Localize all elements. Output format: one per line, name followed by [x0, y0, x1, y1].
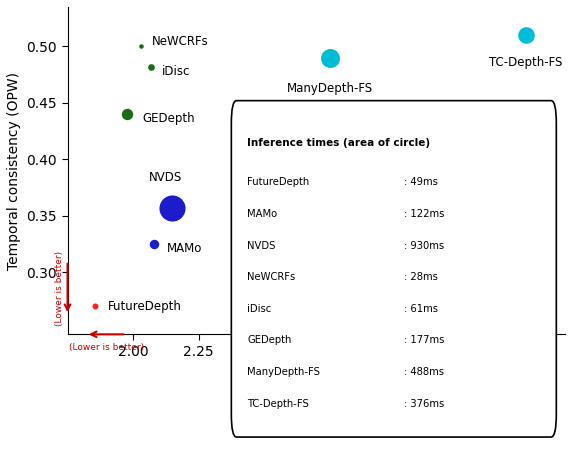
Text: (Lower is better): (Lower is better) [55, 251, 64, 326]
Point [91, 302, 100, 310]
Text: MAMo: MAMo [247, 209, 277, 219]
Text: : 930ms: : 930ms [404, 241, 444, 251]
Text: : 488ms: : 488ms [404, 367, 444, 377]
X-axis label: Depth error (RMSE): Depth error (RMSE) [249, 364, 384, 378]
Text: : 28ms: : 28ms [404, 272, 438, 282]
Point [168, 204, 177, 212]
Point [147, 63, 156, 70]
Text: : 122ms: : 122ms [404, 209, 445, 219]
Text: : 61ms: : 61ms [404, 304, 439, 314]
Text: : 177ms: : 177ms [404, 335, 445, 346]
Point [137, 43, 146, 50]
Text: (Lower is better): (Lower is better) [69, 343, 144, 352]
Text: : 376ms: : 376ms [404, 399, 444, 409]
Y-axis label: Temporal consistency (OPW): Temporal consistency (OPW) [7, 72, 21, 270]
Text: NVDS: NVDS [247, 241, 276, 251]
Text: NeWCRFs: NeWCRFs [247, 272, 295, 282]
Text: GEDepth: GEDepth [142, 112, 195, 125]
FancyBboxPatch shape [231, 101, 556, 437]
Text: GEDepth: GEDepth [247, 335, 292, 346]
Text: NeWCRFs: NeWCRFs [152, 36, 208, 49]
Point [325, 54, 334, 61]
Text: FutureDepth: FutureDepth [108, 300, 182, 313]
Text: ManyDepth-FS: ManyDepth-FS [247, 367, 320, 377]
Point [149, 240, 158, 248]
Point [122, 111, 131, 118]
Text: iDisc: iDisc [247, 304, 272, 314]
Text: NVDS: NVDS [149, 171, 182, 184]
Text: Inference times (area of circle): Inference times (area of circle) [247, 138, 430, 148]
Text: iDisc: iDisc [162, 65, 190, 78]
Text: TC-Depth-FS: TC-Depth-FS [247, 399, 309, 409]
Text: : 49ms: : 49ms [404, 177, 438, 187]
Point [522, 32, 531, 39]
Text: MAMo: MAMo [167, 242, 203, 255]
Text: TC-Depth-FS: TC-Depth-FS [490, 56, 563, 69]
Text: FutureDepth: FutureDepth [247, 177, 309, 187]
Text: ManyDepth-FS: ManyDepth-FS [286, 82, 373, 95]
